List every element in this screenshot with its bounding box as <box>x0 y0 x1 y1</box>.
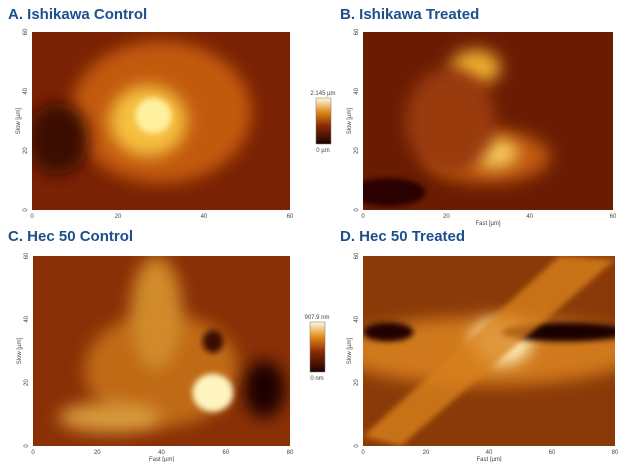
y-tick-label: 40 <box>23 87 29 94</box>
afm-image <box>338 256 621 446</box>
y-tick-label: 0 <box>24 444 30 448</box>
cell <box>244 361 285 418</box>
x-tick-label: 20 <box>443 214 450 220</box>
y-axis-label: Slow [µm] <box>347 107 353 134</box>
x-tick-label: 20 <box>115 214 122 220</box>
cell <box>192 374 233 412</box>
x-tick-label: 80 <box>287 450 294 456</box>
panel-title: A. Ishikawa Control <box>8 6 147 23</box>
panel-title: B. Ishikawa Treated <box>340 6 479 23</box>
y-tick-label: 60 <box>23 28 29 35</box>
color-bar <box>310 322 325 372</box>
x-axis-label: Fast [µm] <box>149 457 174 462</box>
cell <box>203 330 224 353</box>
scale-min: 0 nm <box>310 376 323 382</box>
x-tick-label: 60 <box>610 214 617 220</box>
y-tick-label: 0 <box>23 208 29 212</box>
y-axis-label: Slow [µm] <box>347 337 353 364</box>
cell <box>131 256 182 370</box>
x-tick-label: 20 <box>94 450 101 456</box>
cell <box>351 178 426 206</box>
panel-title: D. Hec 50 Treated <box>340 228 465 245</box>
cell <box>27 103 89 174</box>
x-tick-label: 0 <box>361 214 365 220</box>
y-axis-label: Slow [µm] <box>16 107 22 134</box>
scale-max: 907.9 nm <box>304 315 329 321</box>
x-tick-label: 0 <box>361 450 365 456</box>
x-tick-label: 40 <box>158 450 165 456</box>
y-axis-label: Slow [µm] <box>17 337 23 364</box>
y-tick-label: 20 <box>354 147 360 154</box>
y-tick-label: 0 <box>354 208 360 212</box>
afm-image <box>351 32 614 210</box>
y-tick-label: 0 <box>354 444 360 448</box>
x-tick-label: 40 <box>526 214 533 220</box>
afm-image <box>33 256 290 446</box>
x-tick-label: 0 <box>31 450 35 456</box>
afm-image <box>27 32 290 210</box>
x-tick-label: 40 <box>486 450 493 456</box>
x-axis-label: Fast [µm] <box>476 457 501 462</box>
scale-max: 2.145 µm <box>310 91 335 97</box>
panel-title: C. Hec 50 Control <box>8 228 133 245</box>
cell <box>59 402 162 432</box>
x-tick-label: 80 <box>612 450 619 456</box>
y-tick-label: 60 <box>354 28 360 35</box>
y-tick-label: 20 <box>24 379 30 386</box>
y-tick-label: 20 <box>354 379 360 386</box>
x-tick-label: 60 <box>287 214 294 220</box>
x-tick-label: 40 <box>201 214 208 220</box>
cell <box>135 98 171 134</box>
y-tick-label: 40 <box>354 87 360 94</box>
y-tick-label: 60 <box>354 252 360 259</box>
x-tick-label: 0 <box>30 214 34 220</box>
cell <box>363 323 413 342</box>
y-tick-label: 60 <box>24 252 30 259</box>
x-tick-label: 60 <box>222 450 229 456</box>
cell <box>406 68 496 175</box>
x-tick-label: 60 <box>549 450 556 456</box>
y-tick-label: 20 <box>23 147 29 154</box>
figure: A. Ishikawa Control 0 20 40 60 0 20 40 60 Slow [µ… <box>0 0 621 462</box>
y-tick-label: 40 <box>354 315 360 322</box>
y-tick-label: 40 <box>24 315 30 322</box>
scale-min: 0 µm <box>316 148 329 154</box>
x-tick-label: 20 <box>423 450 430 456</box>
x-axis-label: Fast [µm] <box>475 221 500 227</box>
color-bar <box>316 98 331 144</box>
